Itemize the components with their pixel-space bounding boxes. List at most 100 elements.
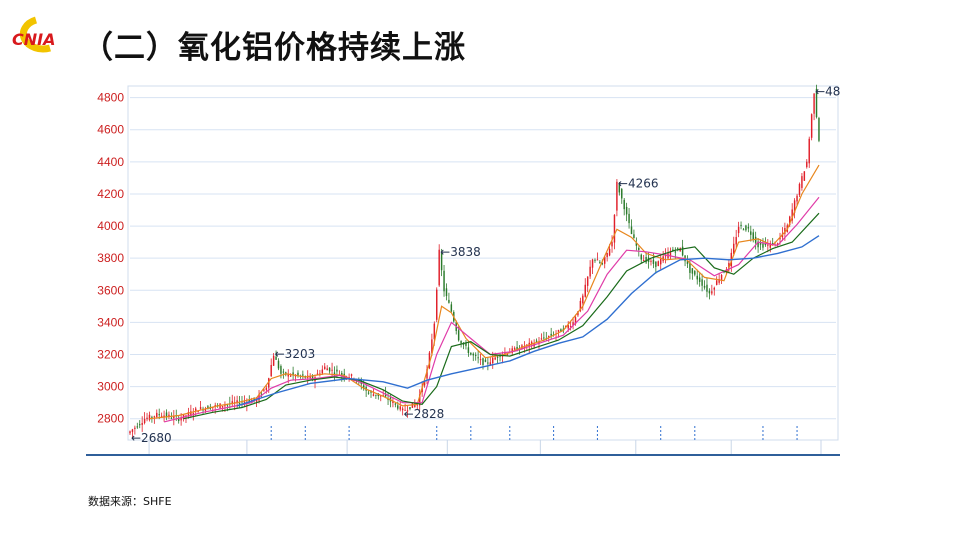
candle-body [450,304,453,312]
ma-blue-line [236,235,820,407]
candle-body [457,330,460,341]
candle-body [275,356,277,360]
candle-body [280,366,282,374]
candle-body [326,368,328,371]
candle-body [750,231,752,235]
candle-body [733,243,735,254]
candle-body [803,171,806,181]
candle-body [806,161,808,168]
candle-body [808,138,810,164]
candle-body [336,369,338,372]
ma-green-line [183,212,820,420]
candle-body [170,417,173,419]
cnia-logo-icon: CNIA [12,16,55,53]
candle-body [584,284,586,297]
candle-body [752,232,754,240]
candle-body [759,242,762,245]
candle-body [589,266,591,277]
y-tick-label: 4200 [97,187,124,201]
candle-body [543,337,545,339]
y-tick-label: 3800 [97,251,124,265]
candle-body [769,243,771,248]
candle-body [440,252,443,271]
candle-body [409,407,411,410]
price-annotation: ←2680 [131,431,172,445]
candle-body [740,224,742,226]
candle-body [623,199,625,210]
candle-body [742,229,745,231]
candle-body [158,414,160,416]
candle-body [548,336,550,338]
candle-body [309,376,311,378]
candle-body [472,353,474,356]
candle-body [513,347,516,350]
candle-body [677,247,679,249]
candle-body [187,412,190,416]
price-annotation: ←4838 [815,85,840,99]
candle-body [479,359,482,361]
candle-body [567,325,569,329]
candle-body [652,259,655,264]
y-tick-label: 4800 [97,91,124,105]
y-tick-label: 3200 [97,348,124,362]
candle-body [504,352,506,354]
candle-body [496,356,499,358]
candle-body [650,260,652,262]
candle-body [698,277,701,282]
candle-body [384,393,387,397]
candle-body [448,299,450,303]
candle-body [616,181,618,211]
candle-body [686,261,689,264]
candle-body [362,385,365,389]
grid-layer [130,97,836,420]
candle-body [747,226,750,229]
candle-body [657,261,660,267]
candle-body [392,401,394,403]
price-annotation: ←4266 [618,176,659,190]
candle-body [540,338,543,340]
candle-body [815,88,818,118]
candle-body [460,340,462,344]
y-tick-label: 4600 [97,123,124,137]
candle-body [791,209,793,221]
candle-body [572,322,574,326]
candle-body [160,415,163,417]
candle-body [302,374,304,376]
price-annotations: ←2680 ←3203 ←2828 ←3838 ←4266 ←4838 [131,85,840,445]
candle-body [638,247,640,250]
candle-body [813,93,815,114]
candle-body [445,288,448,297]
candle-body [443,270,445,292]
candle-body [810,114,813,138]
candle-body [231,401,233,405]
candle-body [180,418,182,421]
candle-body [523,346,526,348]
candle-body [494,357,496,360]
candle-body [706,284,708,292]
candle-body [328,367,331,372]
candle-body [370,391,372,393]
y-tick-label: 3400 [97,315,124,329]
candle-body [470,352,472,355]
candle-body [574,317,577,324]
candle-body [718,278,720,283]
candle-body [628,213,630,224]
candle-body [136,426,139,428]
candle-body [713,287,716,290]
candle-body [168,414,170,417]
candle-body [394,403,397,405]
cnia-logo-text: CNIA [12,30,55,49]
candle-body [406,410,409,412]
candle-body [173,416,175,419]
candle-body [297,372,299,376]
candle-body [151,416,153,418]
candle-body [499,355,501,357]
candle-body [818,118,820,141]
candle-body [599,261,601,263]
candle-body [397,405,399,409]
candle-body [380,395,382,397]
candle-body [594,259,596,261]
candle-body [143,419,146,424]
candle-body [399,406,401,410]
moving-average-lines [149,164,820,423]
